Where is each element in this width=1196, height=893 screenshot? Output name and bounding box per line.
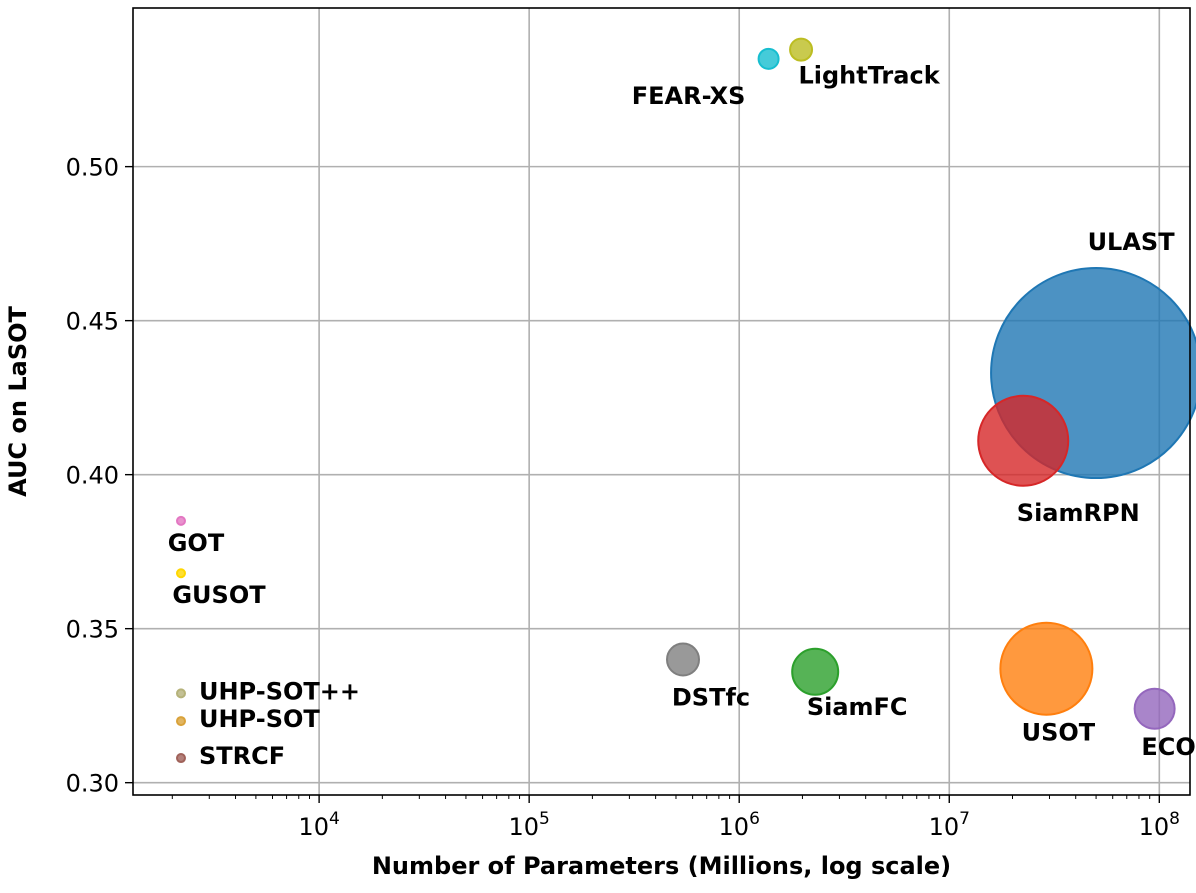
axis-ticks: 104 105 106 107 108 0.30 0.35 0.40 0.45 0.50 [66,154,1180,841]
y-tick-label: 0.40 [66,462,119,490]
label-gusot: GUSOT [172,581,266,609]
y-tick-label: 0.50 [66,154,119,182]
point-uhp-sot [175,716,186,727]
label-got: GOT [168,529,225,557]
point-eco [1133,687,1176,730]
x-tick-label: 107 [929,809,970,841]
point-gusot [175,568,186,579]
point-labels: ULAST SiamRPN USOT ECO SiamFC DSTfc FEAR-XS Lig… [168,62,1196,770]
label-uhp-sot-: UHP-SOT++ [199,677,360,705]
label-ulast: ULAST [1088,228,1176,256]
point-usot [999,621,1094,716]
point-dstfc [666,642,701,677]
data-points [175,37,1196,764]
label-siamfc: SiamFC [807,693,908,721]
label-eco: ECO [1141,733,1195,761]
x-tick-label: 108 [1139,809,1180,841]
label-strcf: STRCF [199,742,285,770]
x-tick-label: 105 [508,809,549,841]
point-got [175,515,186,526]
plot-frame [132,7,1191,796]
y-axis-title: AUC on LaSOT [4,305,32,496]
x-axis-title: Number of Parameters (Millions, log scal… [372,852,951,880]
point-siamfc [791,647,840,696]
label-siamrpn: SiamRPN [1017,499,1140,527]
label-uhp-sot: UHP-SOT [199,705,320,733]
x-tick-label: 106 [719,809,760,841]
point-uhp-sot- [175,688,186,699]
label-lighttrack: LightTrack [798,62,940,90]
label-dstfc: DSTfc [672,683,750,711]
label-fear-xs: FEAR-XS [632,82,746,110]
y-tick-label: 0.45 [66,308,119,336]
point-lighttrack [789,37,814,62]
point-fear-xs [757,47,780,70]
y-tick-label: 0.30 [66,770,119,798]
y-tick-label: 0.35 [66,616,119,644]
label-usot: USOT [1022,719,1096,747]
point-siamrpn [977,394,1070,487]
x-tick-label: 104 [298,809,339,841]
point-strcf [175,753,186,764]
